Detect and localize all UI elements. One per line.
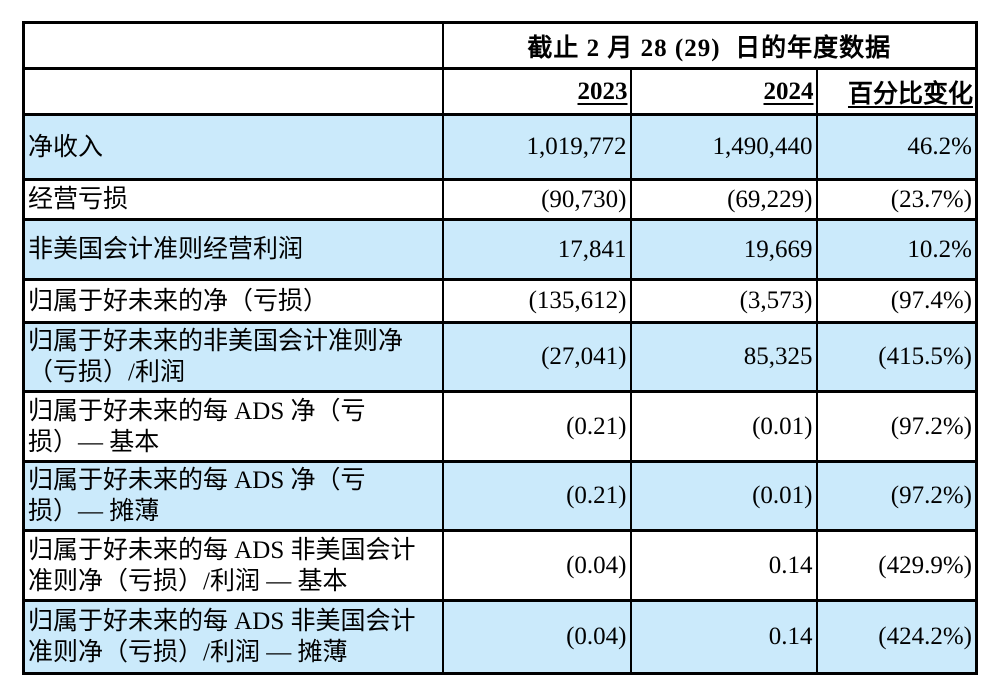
table-row: 归属于好未来的每 ADS 净（亏 损）— 摊薄 (0.21) (0.01) (97.2… bbox=[22, 460, 978, 532]
value-2024: 19,669 bbox=[629, 218, 818, 281]
table-span-header-row: 截止 2 月 28 (29) 日的年度数据 bbox=[22, 21, 978, 70]
value-2024: (0.01) bbox=[629, 390, 818, 463]
value-pct-change: 46.2% bbox=[815, 113, 978, 181]
value-2023: (135,612) bbox=[441, 278, 632, 324]
table-row: 归属于好未来的每 ADS 净（亏 损）— 基本 (0.21) (0.01) (97.2… bbox=[22, 390, 978, 463]
column-header-2023-label: 2023 bbox=[577, 77, 628, 105]
table-row: 归属于好未来的每 ADS 非美国会计 准则净（亏损）/利润 — 摊薄 (0.04)… bbox=[22, 599, 978, 675]
value-pct-change: (97.2%) bbox=[815, 460, 978, 532]
row-label: 归属于好未来的每 ADS 非美国会计 准则净（亏损）/利润 — 摊薄 bbox=[22, 599, 444, 675]
table-row: 归属于好未来的非美国会计准则净 （亏损）/利润 (27,041) 85,325 (41… bbox=[22, 321, 978, 393]
financial-table: 截止 2 月 28 (29) 日的年度数据 2023 2024 百分比变化 净收… bbox=[22, 21, 978, 675]
table-row: 净收入 1,019,772 1,490,440 46.2% bbox=[22, 113, 978, 181]
row-label: 归属于好未来的每 ADS 非美国会计 准则净（亏损）/利润 — 基本 bbox=[22, 529, 444, 602]
value-2023: 1,019,772 bbox=[441, 113, 632, 181]
table-column-header-row: 2023 2024 百分比变化 bbox=[22, 67, 978, 116]
row-label: 归属于好未来的每 ADS 净（亏 损）— 摊薄 bbox=[22, 460, 444, 532]
value-2024: (0.01) bbox=[629, 460, 818, 532]
column-header-pct-change-label: 百分比变化 bbox=[847, 80, 973, 108]
column-header-2023: 2023 bbox=[441, 67, 632, 116]
empty-header-cell bbox=[22, 67, 444, 116]
value-pct-change: (429.9%) bbox=[815, 529, 978, 602]
value-pct-change: (97.2%) bbox=[815, 390, 978, 463]
value-pct-change: (97.4%) bbox=[815, 278, 978, 324]
period-span-header: 截止 2 月 28 (29) 日的年度数据 bbox=[441, 21, 978, 70]
column-header-2024-label: 2024 bbox=[763, 77, 814, 105]
column-header-2024: 2024 bbox=[629, 67, 818, 116]
value-2024: (3,573) bbox=[629, 278, 818, 324]
row-label: 归属于好未来的净（亏损） bbox=[22, 278, 444, 324]
value-2024: 1,490,440 bbox=[629, 113, 818, 181]
value-2023: 17,841 bbox=[441, 218, 632, 281]
value-2024: 85,325 bbox=[629, 321, 818, 393]
table-row: 非美国会计准则经营利润 17,841 19,669 10.2% bbox=[22, 218, 978, 281]
value-2023: (0.21) bbox=[441, 460, 632, 532]
value-pct-change: 10.2% bbox=[815, 218, 978, 281]
value-2023: (90,730) bbox=[441, 178, 632, 221]
value-2023: (0.04) bbox=[441, 599, 632, 675]
row-label: 净收入 bbox=[22, 113, 444, 181]
value-pct-change: (23.7%) bbox=[815, 178, 978, 221]
row-label: 经营亏损 bbox=[22, 178, 444, 221]
table-row: 归属于好未来的每 ADS 非美国会计 准则净（亏损）/利润 — 基本 (0.04)… bbox=[22, 529, 978, 602]
value-pct-change: (415.5%) bbox=[815, 321, 978, 393]
table-row: 经营亏损 (90,730) (69,229) (23.7%) bbox=[22, 178, 978, 221]
value-2024: (69,229) bbox=[629, 178, 818, 221]
row-label: 归属于好未来的非美国会计准则净 （亏损）/利润 bbox=[22, 321, 444, 393]
value-2024: 0.14 bbox=[629, 529, 818, 602]
value-pct-change: (424.2%) bbox=[815, 599, 978, 675]
empty-corner-cell bbox=[22, 21, 444, 70]
value-2023: (0.04) bbox=[441, 529, 632, 602]
row-label: 非美国会计准则经营利润 bbox=[22, 218, 444, 281]
row-label: 归属于好未来的每 ADS 净（亏 损）— 基本 bbox=[22, 390, 444, 463]
value-2024: 0.14 bbox=[629, 599, 818, 675]
value-2023: (0.21) bbox=[441, 390, 632, 463]
table-row: 归属于好未来的净（亏损） (135,612) (3,573) (97.4%) bbox=[22, 278, 978, 324]
value-2023: (27,041) bbox=[441, 321, 632, 393]
column-header-pct-change: 百分比变化 bbox=[815, 67, 978, 116]
